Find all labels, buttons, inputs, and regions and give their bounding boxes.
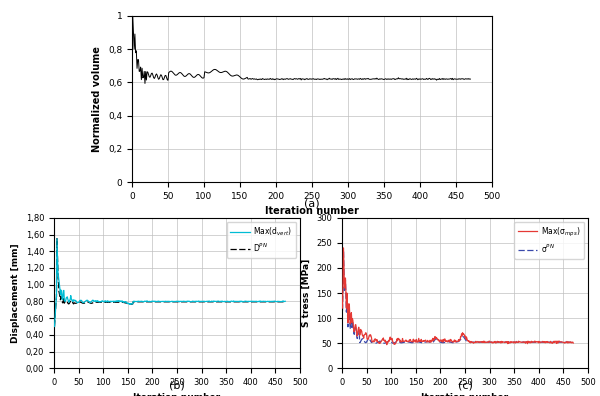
- D$^{PN}$: [235, 299, 242, 304]
- Y-axis label: Normalized volume: Normalized volume: [92, 46, 103, 152]
- Legend: Max(d$_{vert}$), D$^{PN}$: Max(d$_{vert}$), D$^{PN}$: [227, 222, 296, 258]
- σ$^{PN}$: [386, 339, 393, 344]
- D$^{PN}$: [182, 299, 189, 304]
- σ$^{PN}$: [427, 340, 434, 345]
- Max(d$_{vert}$): [51, 324, 58, 329]
- Max(σ$_{mps}$): [427, 340, 434, 345]
- σ$^{PN}$: [350, 331, 358, 335]
- Line: Max(σ$_{mps}$): Max(σ$_{mps}$): [343, 248, 573, 345]
- Max(σ$_{mps}$): [339, 306, 346, 310]
- Max(σ$_{mps}$): [383, 342, 391, 347]
- Max(d$_{vert}$): [98, 299, 105, 304]
- Max(σ$_{mps}$): [340, 246, 347, 250]
- Max(σ$_{mps}$): [470, 340, 478, 345]
- D$^{PN}$: [51, 324, 58, 329]
- D$^{PN}$: [85, 300, 92, 305]
- Text: (c): (c): [458, 380, 472, 390]
- σ$^{PN}$: [389, 341, 397, 346]
- Y-axis label: Displacement [mm]: Displacement [mm]: [11, 243, 20, 343]
- Text: (a): (a): [304, 198, 320, 208]
- Legend: Max(σ$_{mps}$), σ$^{PN}$: Max(σ$_{mps}$), σ$^{PN}$: [514, 222, 584, 259]
- σ$^{PN}$: [340, 248, 347, 253]
- Max(d$_{vert}$): [182, 299, 189, 304]
- Max(d$_{vert}$): [85, 299, 92, 304]
- Max(σ$_{mps}$): [373, 339, 380, 343]
- Max(d$_{vert}$): [53, 236, 61, 241]
- Line: σ$^{PN}$: σ$^{PN}$: [343, 250, 573, 343]
- Max(σ$_{mps}$): [350, 328, 358, 333]
- Text: (b): (b): [169, 380, 185, 390]
- Max(σ$_{mps}$): [523, 340, 530, 345]
- D$^{PN}$: [53, 236, 61, 241]
- Line: Max(d$_{vert}$): Max(d$_{vert}$): [55, 239, 285, 326]
- Max(d$_{vert}$): [281, 299, 289, 304]
- σ$^{PN}$: [339, 308, 346, 313]
- Line: D$^{PN}$: D$^{PN}$: [55, 239, 285, 326]
- D$^{PN}$: [139, 299, 146, 304]
- Max(σ$_{mps}$): [569, 341, 577, 345]
- Max(d$_{vert}$): [62, 298, 70, 303]
- Max(d$_{vert}$): [235, 299, 242, 304]
- D$^{PN}$: [62, 298, 70, 303]
- Max(d$_{vert}$): [139, 299, 146, 304]
- σ$^{PN}$: [569, 340, 577, 345]
- D$^{PN}$: [281, 299, 289, 304]
- D$^{PN}$: [98, 300, 105, 305]
- X-axis label: Iteration number: Iteration number: [421, 392, 509, 396]
- σ$^{PN}$: [523, 340, 530, 345]
- X-axis label: Iteration number: Iteration number: [133, 392, 221, 396]
- Y-axis label: S tress [MPa]: S tress [MPa]: [302, 259, 311, 327]
- X-axis label: Iteration number: Iteration number: [265, 206, 359, 217]
- σ$^{PN}$: [470, 340, 478, 345]
- Max(σ$_{mps}$): [386, 336, 394, 341]
- σ$^{PN}$: [373, 341, 380, 345]
